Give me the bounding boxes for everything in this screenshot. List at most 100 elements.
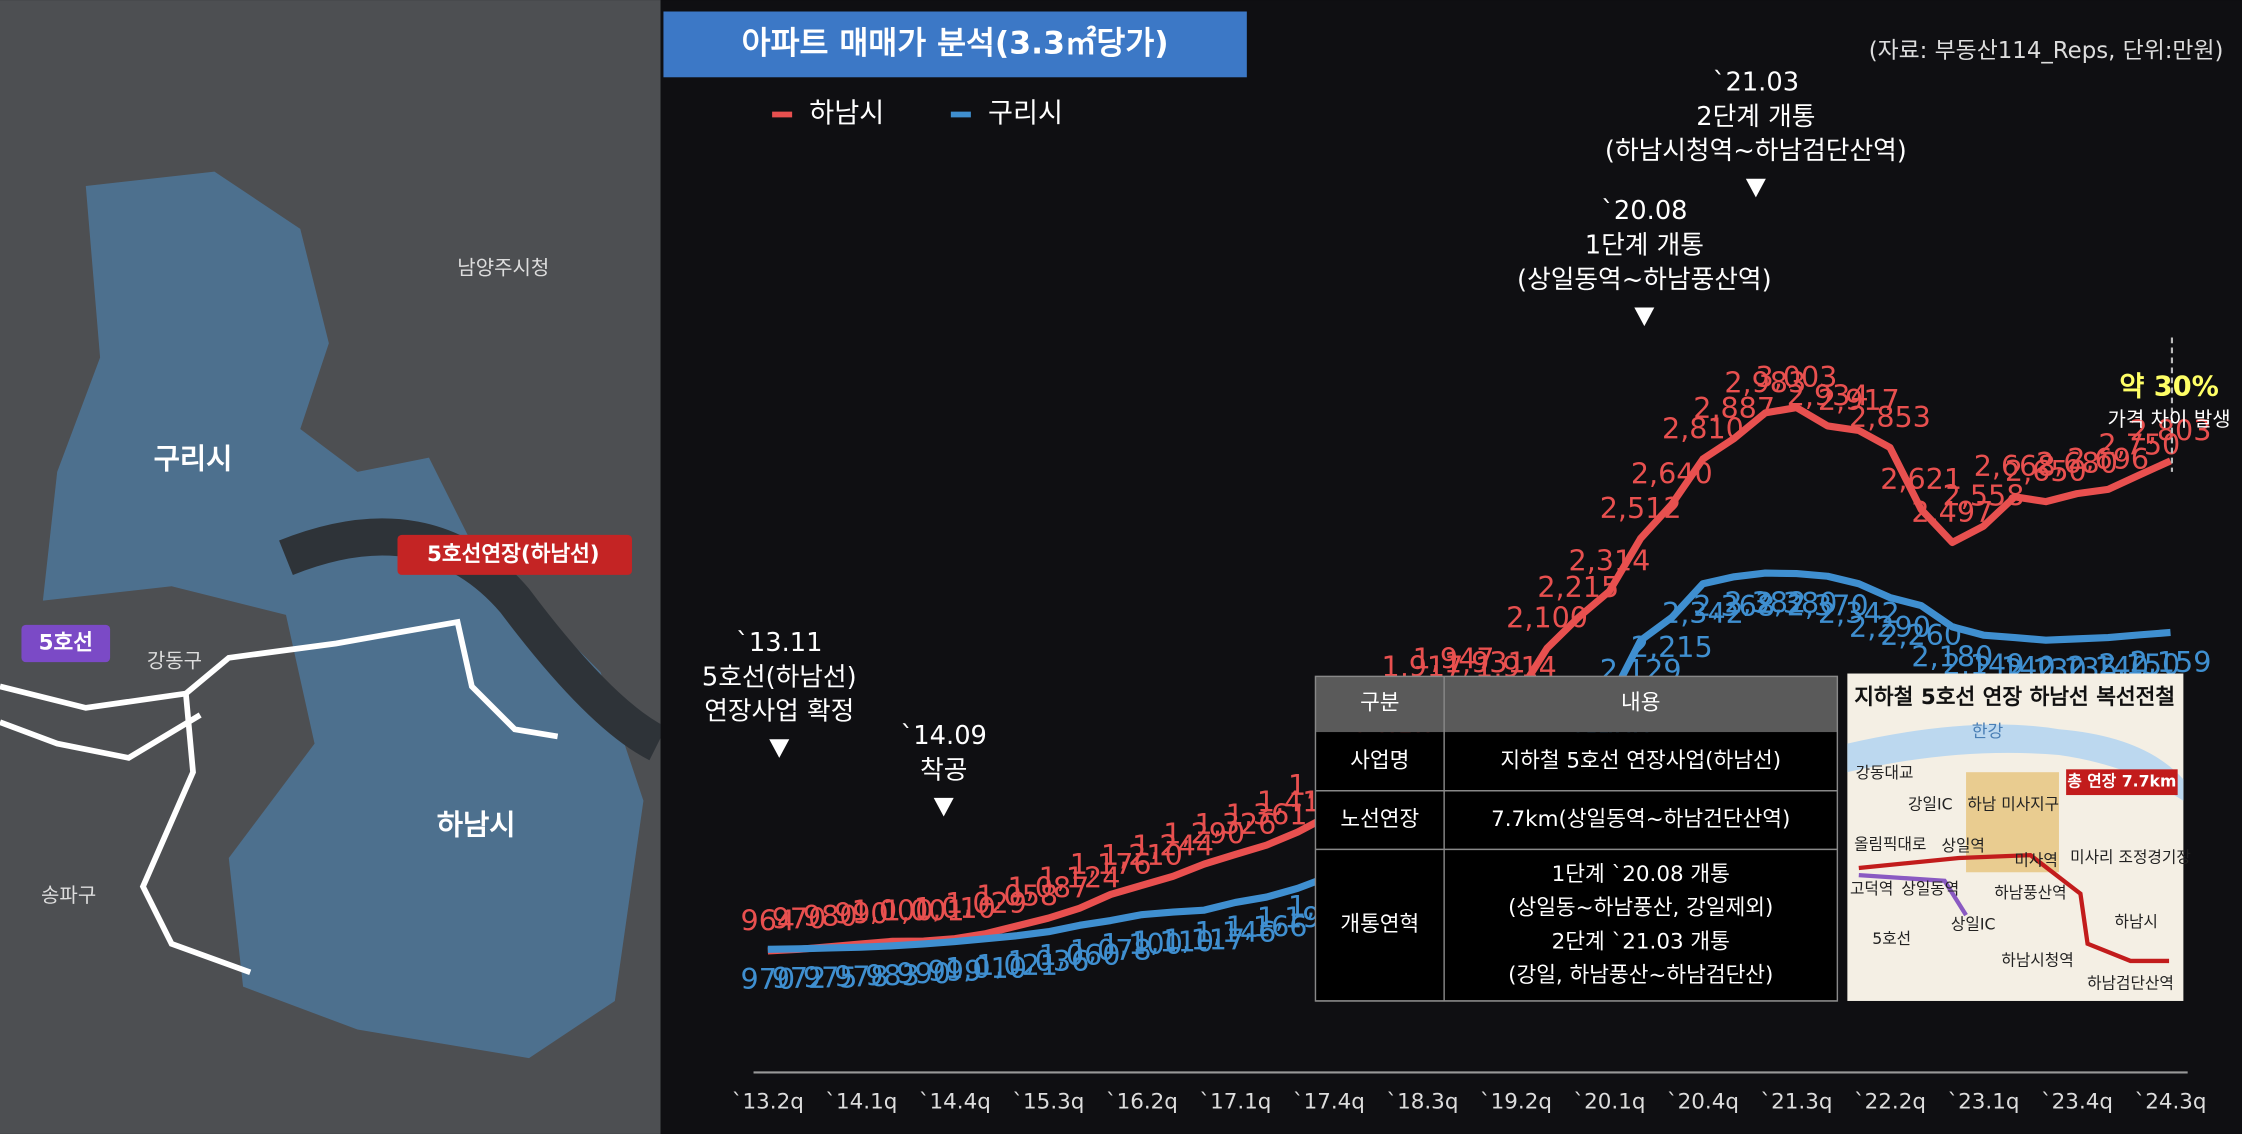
map-label: 구리시 — [154, 441, 233, 475]
annotation: 2단계 개통 — [1696, 102, 1815, 132]
table-cell: (상일동~하남풍산, 강일제외) — [1508, 896, 1773, 921]
data-label: 2,750 — [2098, 427, 2180, 461]
map-label: 남양주시청 — [457, 255, 549, 279]
data-label: 2,215 — [1631, 630, 1713, 664]
data-label: 1,100 — [1101, 927, 1183, 961]
inset-label: 강일IC — [1908, 795, 1953, 814]
x-tick-label: `20.4q — [1667, 1089, 1739, 1114]
data-label: 2,934 — [1787, 378, 1869, 412]
inset-label: 하남풍산역 — [1994, 883, 2066, 902]
map-label: 송파구 — [41, 883, 96, 907]
x-tick-label: `16.2q — [1106, 1089, 1178, 1114]
data-label: 1,146 — [1194, 915, 1276, 949]
data-label: 3,003 — [1756, 360, 1838, 394]
inset-river — [1847, 724, 2184, 801]
data-label: 990 — [896, 956, 951, 990]
data-label: 999 — [928, 954, 983, 988]
inset-label: 올림픽대로 — [1854, 835, 1926, 854]
inset-length: 총 연장 7.7km — [2067, 772, 2176, 791]
data-label: 1,166 — [1226, 910, 1308, 944]
x-tick-label: `23.1q — [1947, 1089, 2019, 1114]
table-header: 내용 — [1621, 691, 1660, 716]
x-tick-label: `22.2q — [1854, 1089, 1926, 1114]
data-label: 1,117 — [1163, 923, 1245, 957]
data-label: 2,810 — [1662, 411, 1744, 445]
annotation: 착공 — [920, 755, 967, 785]
x-tick-label: `15.3q — [1012, 1089, 1084, 1114]
marker-triangle — [1745, 178, 1766, 198]
data-label: 2,887 — [1693, 391, 1775, 425]
line-badge — [397, 534, 632, 575]
annotation: 5호선(하남선) — [702, 662, 857, 692]
line-badge — [21, 624, 111, 663]
source-note: (자료: 부동산114_Reps, 단위:만원) — [1869, 38, 2224, 64]
data-label: 1,036 — [1007, 944, 1089, 978]
data-label: 2,382 — [1724, 586, 1806, 620]
inset-label: 한강 — [1972, 722, 2004, 742]
x-tick-label: `23.4q — [2041, 1089, 2113, 1114]
data-label: 2,342 — [1818, 596, 1900, 630]
data-label: 2,983 — [1724, 365, 1806, 399]
x-tick-label: `18.3q — [1386, 1089, 1458, 1114]
map-label: 강동구 — [147, 649, 202, 673]
data-label: 2,621 — [1880, 462, 1962, 496]
x-tick-label: `21.3q — [1760, 1089, 1832, 1114]
inset-route — [1858, 872, 1968, 917]
table-cell: 사업명 — [1350, 748, 1409, 773]
inset-label: 미사리 조정경기장 — [2070, 847, 2191, 866]
subway-route — [0, 618, 559, 740]
data-label: 1,176 — [1070, 847, 1152, 881]
data-label: 2,650 — [2005, 454, 2087, 488]
inset-label: 상일역 — [1941, 836, 1984, 855]
chart-title: 아파트 매매가 분석(3.3㎡당가) — [742, 24, 1169, 61]
inset-label: 상일IC — [1951, 915, 1996, 934]
data-label: 1,290 — [1163, 816, 1245, 850]
x-tick-label: `13.2q — [732, 1089, 804, 1114]
annotation: `14.09 — [900, 721, 986, 751]
marker-triangle — [1634, 307, 1655, 327]
data-label: 1,124 — [1039, 861, 1121, 895]
table-header: 구분 — [1360, 691, 1399, 716]
table-header-bg — [1315, 676, 1838, 733]
data-label: 1,210 — [1101, 838, 1183, 872]
inset-label: 상일동역 — [1901, 879, 1959, 898]
table-cell: 1단계 `20.08 개통 — [1552, 862, 1730, 887]
data-label: 2,290 — [1849, 610, 1931, 644]
data-label: 2,803 — [2130, 413, 2212, 447]
table-body-bg — [1315, 732, 1838, 1001]
data-label: 2,100 — [1506, 601, 1588, 635]
x-tick-label: `14.1q — [825, 1089, 897, 1114]
data-label: 970 — [772, 902, 827, 936]
inset-label: 미사역 — [2014, 850, 2057, 869]
inset-route — [1858, 852, 2170, 964]
title-box — [663, 11, 1247, 78]
annotation: `21.03 — [1713, 67, 1800, 97]
data-label: 1,021 — [976, 948, 1058, 982]
data-label: 1,087 — [1007, 871, 1089, 905]
data-label: 2,680 — [2036, 446, 2118, 480]
data-label: 2,668 — [1974, 449, 2056, 483]
data-label: 2,853 — [1849, 400, 1931, 434]
gap-value: 30% — [2154, 371, 2219, 402]
inset-length-bg — [2066, 769, 2178, 796]
x-tick-label: `24.3q — [2134, 1089, 2206, 1114]
data-label: 2,215 — [1537, 570, 1619, 604]
data-label: 1,058 — [976, 878, 1058, 912]
map-label: 5호선연장(하남선) — [427, 542, 600, 567]
data-label: 970 — [741, 962, 796, 996]
data-label: 980 — [803, 899, 858, 933]
annotation: `13.11 — [736, 628, 823, 658]
data-label: 2,558 — [1943, 479, 2025, 513]
inset-title: 지하철 5호선 연장 하남선 복선전철 — [1854, 685, 2175, 710]
data-label: 2,497 — [1911, 495, 1993, 529]
data-label: 1,078 — [1070, 933, 1152, 967]
data-label: 2,368 — [1693, 589, 1775, 623]
inset-label: 고덕역 — [1850, 879, 1893, 898]
data-label: 2,370 — [1787, 589, 1869, 623]
data-label: 1,060 — [1039, 938, 1121, 972]
map-label: 5호선 — [39, 630, 93, 655]
data-label: 2,342 — [1662, 596, 1744, 630]
table-cell: 지하철 5호선 연장사업(하남선) — [1500, 748, 1781, 773]
